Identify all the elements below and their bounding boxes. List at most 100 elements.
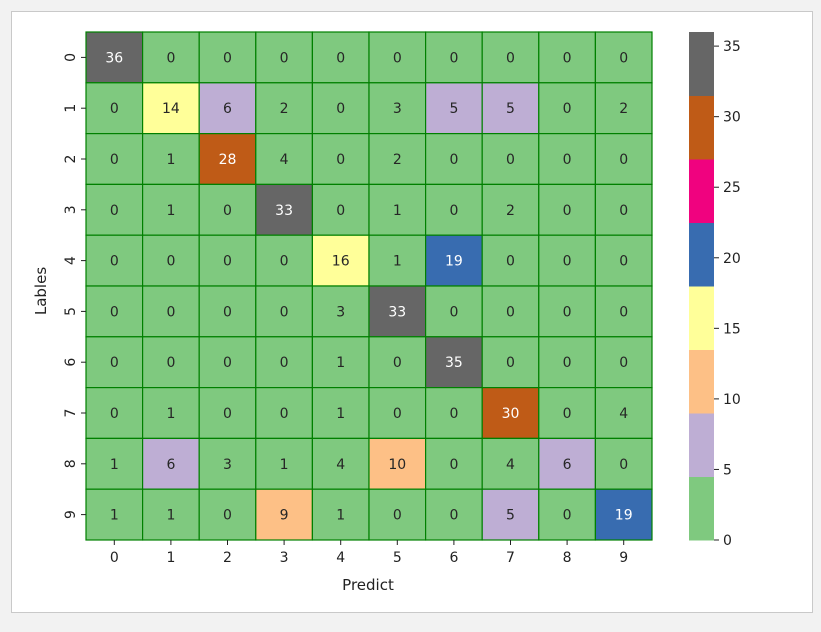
- cell-value-label: 1: [166, 406, 175, 422]
- cell-value-label: 0: [619, 203, 628, 219]
- cell-value-label: 3: [336, 304, 345, 320]
- cell-value-label: 1: [166, 203, 175, 219]
- cell-value-label: 33: [275, 203, 293, 219]
- cell-value-label: 4: [336, 457, 345, 473]
- colorbar-tick-label: 15: [723, 321, 741, 337]
- heatmap-cells: [85, 31, 653, 541]
- heatmap-cell: [538, 183, 596, 236]
- x-tick-label: 6: [449, 550, 458, 566]
- colorbar-tick-label: 10: [723, 392, 741, 408]
- cell-value-label: 0: [280, 355, 289, 371]
- heatmap-cell: [594, 336, 653, 389]
- cell-value-label: 5: [506, 508, 515, 524]
- colorbar-tick-label: 5: [723, 462, 732, 478]
- cell-value-label: 0: [223, 406, 232, 422]
- chart-frame: 36 0 0 0 0 0 0 0 0 0 0 14 6 2 0 3 5 5 0 2 0 1 28 4 0 2 0 0 0 0 0 1 0 33 0 1…: [11, 11, 813, 613]
- cell-value-label: 1: [393, 203, 402, 219]
- heatmap-cell: [538, 488, 596, 541]
- cell-value-label: 5: [506, 101, 515, 117]
- x-tick-label: 8: [563, 550, 572, 566]
- heatmap-cell: [142, 31, 200, 84]
- heatmap-cell: [594, 183, 653, 236]
- cell-value-label: 16: [332, 254, 350, 270]
- heatmap-cell: [255, 285, 314, 338]
- heatmap-cell: [368, 488, 427, 541]
- heatmap-cell: [425, 82, 483, 135]
- cell-value-label: 0: [223, 304, 232, 320]
- cell-value-label: 0: [336, 101, 345, 117]
- cell-value-label: 0: [619, 355, 628, 371]
- cell-value-label: 10: [388, 457, 406, 473]
- cell-value-label: 0: [563, 355, 572, 371]
- cell-value-label: 2: [619, 101, 628, 117]
- cell-value-label: 0: [506, 152, 515, 168]
- colorbar-ticks: 0 5 10 15 20 25 30 35: [714, 39, 741, 549]
- cell-value-label: 35: [445, 355, 463, 371]
- colorbar-segment: [689, 349, 714, 414]
- cell-value-label: 1: [166, 508, 175, 524]
- cell-value-label: 19: [445, 254, 463, 270]
- colorbar-tick-label: 20: [723, 251, 741, 267]
- y-tick-label: 4: [63, 256, 79, 265]
- y-tick-label: 0: [63, 53, 79, 62]
- cell-value-label: 0: [449, 508, 458, 524]
- x-tick-label: 0: [110, 550, 119, 566]
- colorbar-segment: [689, 159, 714, 223]
- heatmap-cell: [198, 437, 257, 490]
- heatmap-cell: [425, 387, 483, 440]
- heatmap-cell: [368, 234, 427, 287]
- y-tick-label: 3: [63, 205, 79, 214]
- x-tick-label: 1: [166, 550, 175, 566]
- y-tick-label: 9: [63, 510, 79, 519]
- cell-value-label: 0: [166, 355, 175, 371]
- cell-value-label: 0: [393, 355, 402, 371]
- cell-value-label: 0: [449, 152, 458, 168]
- cell-value-label: 0: [506, 254, 515, 270]
- heatmap-cell: [594, 132, 653, 185]
- cell-value-label: 0: [280, 254, 289, 270]
- cell-value-label: 0: [449, 304, 458, 320]
- cell-value-label: 2: [280, 101, 289, 117]
- colorbar-segment: [689, 413, 714, 477]
- y-tick-label: 7: [63, 409, 79, 418]
- cell-value-label: 4: [619, 406, 628, 422]
- heatmap-cell: [255, 437, 314, 490]
- cell-value-label: 33: [388, 304, 406, 320]
- y-tick-label: 5: [63, 307, 79, 316]
- heatmap-cell: [85, 31, 144, 84]
- heatmap-cell: [198, 285, 257, 338]
- colorbar: [689, 32, 714, 541]
- heatmap-cell: [255, 82, 314, 135]
- cell-value-label: 19: [615, 508, 633, 524]
- x-axis-ticks: 0 1 2 3 4 5 6 7 8 9: [110, 540, 628, 566]
- heatmap-cell: [538, 285, 596, 338]
- x-tick-label: 5: [393, 550, 402, 566]
- colorbar-tick-label: 25: [723, 180, 741, 196]
- heatmap-cell: [481, 31, 540, 84]
- heatmap-cell: [311, 437, 370, 490]
- heatmap-cell: [311, 234, 370, 287]
- cell-value-label: 0: [506, 355, 515, 371]
- cell-value-label: 0: [110, 101, 119, 117]
- cell-value-label: 0: [563, 304, 572, 320]
- cell-value-label: 0: [110, 304, 119, 320]
- cell-value-label: 0: [110, 355, 119, 371]
- colorbar-tick-label: 30: [723, 110, 741, 126]
- heatmap-cell: [425, 234, 483, 287]
- heatmap-cell: [425, 336, 483, 389]
- heatmap-cell: [368, 387, 427, 440]
- colorbar-tick-label: 0: [723, 533, 732, 549]
- heatmap-cell: [85, 285, 144, 338]
- heatmap-cell: [255, 336, 314, 389]
- cell-value-label: 0: [336, 152, 345, 168]
- cell-value-label: 0: [619, 152, 628, 168]
- heatmap-cell: [142, 132, 200, 185]
- cell-value-label: 0: [110, 203, 119, 219]
- cell-value-label: 0: [393, 508, 402, 524]
- heatmap-cell: [142, 234, 200, 287]
- heatmap-cell: [142, 437, 200, 490]
- cell-value-label: 0: [280, 50, 289, 66]
- cell-value-label: 1: [393, 254, 402, 270]
- cell-value-label: 1: [336, 508, 345, 524]
- cell-value-label: 3: [393, 101, 402, 117]
